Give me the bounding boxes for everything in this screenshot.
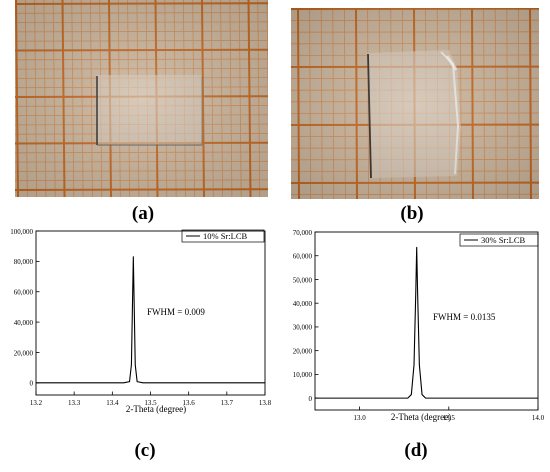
- x-tick-label: 13.7: [221, 399, 234, 407]
- xrd-chart-d: 2-Theta (degree) 30% Sr:LCB FWHM = 0.013…: [275, 226, 550, 422]
- x-tick-label: 13.6: [183, 399, 196, 407]
- legend-d: 30% Sr:LCB: [464, 235, 525, 245]
- y-tick-label: 70,000: [293, 229, 313, 237]
- plot-frame: [314, 231, 539, 411]
- y-tick-label: 0: [309, 395, 313, 403]
- y-tick-label: 10,000: [293, 371, 313, 379]
- legend-box: [181, 229, 265, 243]
- y-tick-label: 20,000: [293, 347, 313, 355]
- panel-label-a: (a): [131, 203, 155, 224]
- panel-label-b: (b): [400, 203, 424, 224]
- legend-label-c: 10% Sr:LCB: [203, 231, 247, 241]
- x-tick-label: 13.8: [259, 399, 272, 407]
- series-line: [36, 256, 265, 384]
- fwhm-annotation-d: FWHM = 0.0135: [433, 312, 496, 322]
- y-tick-label: 60,000: [14, 289, 34, 297]
- x-tick-label: 13.5: [144, 399, 157, 407]
- y-tick-label: 100,000: [10, 228, 33, 236]
- x-tick-label: 13.2: [30, 399, 43, 407]
- y-tick-label: 20,000: [14, 349, 34, 357]
- x-axis-label-c: 2-Theta (degree): [126, 404, 186, 414]
- legend-c: 10% Sr:LCB: [186, 231, 247, 241]
- y-tick-label: 0: [30, 380, 34, 388]
- x-tick-label: 13.3: [68, 399, 81, 407]
- graph-paper-photo-b: [291, 8, 539, 199]
- x-axis-label-d: 2-Theta (degree): [391, 412, 451, 422]
- x-tick-label: 14.0: [532, 414, 545, 422]
- series-line: [315, 246, 538, 399]
- chart-svg-d: 2-Theta (degree) 30% Sr:LCB FWHM = 0.013…: [293, 229, 545, 422]
- x-tick-label: 13.0: [353, 414, 366, 422]
- xrd-chart-c: 2-Theta (degree) 10% Sr:LCB FWHM = 0.009…: [0, 226, 275, 416]
- photo-crystal-b: [291, 8, 539, 199]
- y-tick-label: 40,000: [14, 319, 34, 327]
- y-tick-label: 40,000: [293, 300, 313, 308]
- x-tick-label: 13.5: [443, 414, 456, 422]
- fwhm-annotation-c: FWHM = 0.009: [147, 307, 205, 317]
- y-tick-label: 50,000: [293, 276, 313, 284]
- photo-crystal-a: [15, 0, 268, 197]
- y-tick-label: 60,000: [293, 253, 313, 261]
- y-tick-label: 30,000: [293, 324, 313, 332]
- panel-label-c: (c): [134, 440, 156, 461]
- y-tick-label: 80,000: [14, 258, 34, 266]
- graph-paper-photo-a: [15, 0, 268, 197]
- panel-label-d: (d): [404, 440, 428, 461]
- x-tick-label: 13.4: [106, 399, 119, 407]
- legend-box: [459, 233, 539, 247]
- legend-label-d: 30% Sr:LCB: [481, 235, 525, 245]
- chart-svg-c: 2-Theta (degree) 10% Sr:LCB FWHM = 0.009…: [10, 228, 272, 414]
